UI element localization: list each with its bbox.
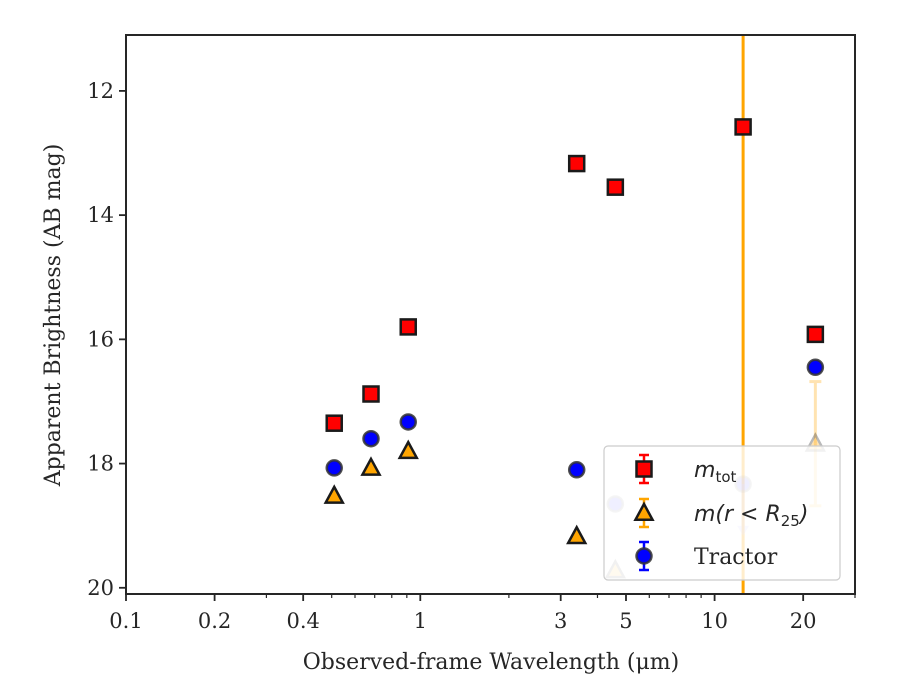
data-point-mtot xyxy=(734,118,752,136)
x-tick-label: 20 xyxy=(790,609,817,633)
x-tick-label: 0.2 xyxy=(198,609,231,633)
x-tick-label: 0.4 xyxy=(286,609,319,633)
data-point-tractor xyxy=(567,461,586,479)
data-point-mtot xyxy=(399,318,417,336)
marker-square xyxy=(362,385,380,403)
axis-ticks: 0.1 0.2 0.4 1 3 5 10 20 12 14 16 18 20 xyxy=(87,79,856,633)
data-point-mtot xyxy=(606,178,625,196)
legend: mtot m(r < R25) Tractor xyxy=(603,445,841,581)
marker-triangle xyxy=(397,439,419,460)
data-point-tractor xyxy=(362,429,380,448)
marker-square xyxy=(399,318,417,336)
marker-square xyxy=(325,414,343,432)
x-tick-label: 10 xyxy=(701,609,728,633)
y-tick-label: 14 xyxy=(87,203,114,227)
x-tick-label: 0.1 xyxy=(109,609,142,633)
legend-label-mr25: m(r < R25) xyxy=(694,502,808,530)
plot-frame xyxy=(125,34,856,595)
marker-square xyxy=(606,178,625,196)
x-tick-label: 5 xyxy=(619,609,632,633)
data-point-mr25 xyxy=(360,456,382,476)
marker-square xyxy=(635,460,653,478)
y-tick-label: 16 xyxy=(87,327,114,351)
marker-square xyxy=(806,325,825,344)
marker-triangle xyxy=(633,501,655,521)
data-point-mtot xyxy=(362,385,380,403)
data-point-mtot xyxy=(806,325,825,344)
marker-triangle xyxy=(323,484,345,504)
data-point-mtot xyxy=(635,460,653,478)
data-point-tractor xyxy=(806,358,825,377)
marker-square xyxy=(734,118,752,136)
data-point-mtot xyxy=(567,154,586,173)
x-tick-label: 3 xyxy=(554,609,567,633)
legend-label-mtot: mtot xyxy=(694,458,736,486)
data-point-mr25 xyxy=(566,524,588,545)
y-tick-label: 12 xyxy=(87,79,114,103)
data-point-tractor xyxy=(325,459,343,477)
x-axis-title: Observed-frame Wavelength (μm) xyxy=(303,650,679,675)
data-point-mtot xyxy=(325,414,343,432)
marker-square xyxy=(567,154,586,173)
data-point-tractor xyxy=(399,413,417,431)
data-point-mr25 xyxy=(397,439,419,460)
legend-box xyxy=(603,445,841,581)
x-tick-label: 1 xyxy=(414,609,427,633)
series-mtot xyxy=(325,118,825,432)
legend-label-tractor: Tractor xyxy=(694,545,778,570)
y-tick-label: 20 xyxy=(87,576,114,600)
data-point-mr25 xyxy=(323,484,345,504)
y-axis-title: Apparent Brightness (AB mag) xyxy=(41,144,66,488)
y-tick-label: 18 xyxy=(87,452,114,476)
marker-triangle xyxy=(566,524,588,545)
data-point-tractor xyxy=(635,547,653,565)
axes-border xyxy=(125,34,856,595)
marker-triangle xyxy=(360,456,382,476)
data-point-mr25 xyxy=(633,501,655,521)
